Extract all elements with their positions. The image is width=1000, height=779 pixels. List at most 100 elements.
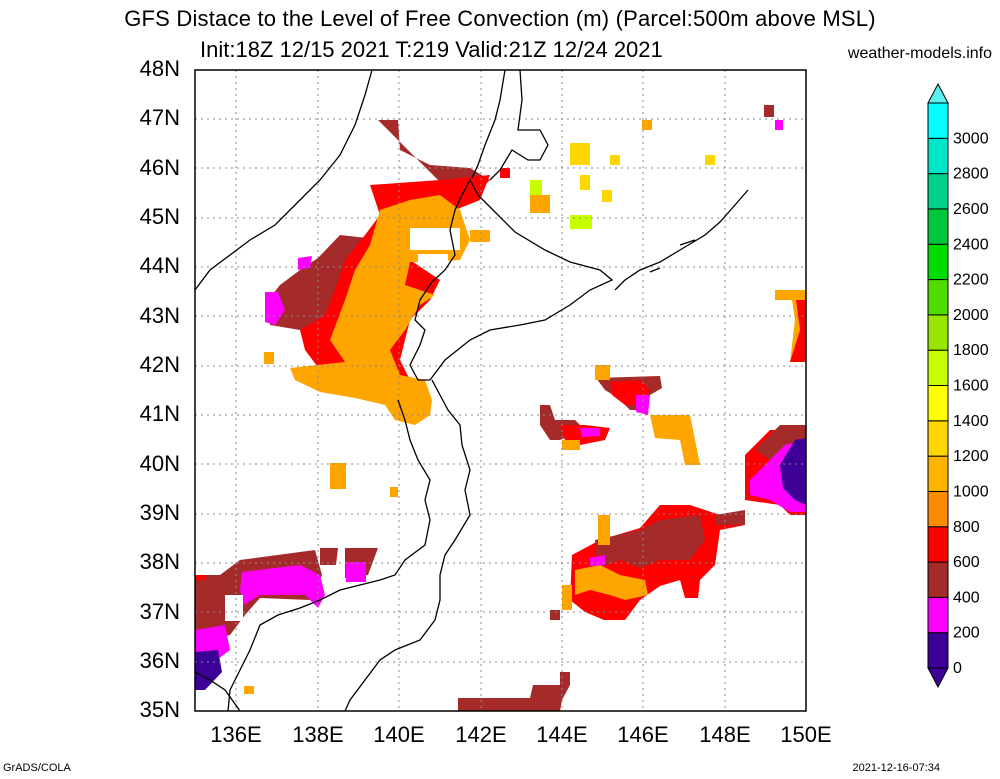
coastline-honshu (227, 379, 471, 711)
field-region (580, 175, 590, 190)
field-region (595, 515, 705, 568)
colorbar-level-label: 600 (953, 554, 980, 571)
field-region (780, 438, 806, 505)
field-region (268, 120, 490, 330)
colorbar-overflow-arrow (927, 82, 949, 104)
coastline-asia (195, 70, 373, 291)
lat-label: 36N (139, 648, 180, 673)
colorbar-level-label: 3000 (953, 130, 989, 147)
lat-label: 41N (139, 401, 180, 426)
field-region (298, 256, 312, 270)
lon-label: 144E (536, 722, 588, 747)
colorbar-swatch (927, 455, 949, 492)
field-region (418, 254, 448, 262)
colorbar-swatch (927, 385, 949, 422)
colorbar-swatch (927, 137, 949, 175)
field-region (755, 425, 806, 460)
lon-label: 148E (699, 722, 751, 747)
colorbar-swatch (927, 632, 949, 669)
field-region (650, 415, 700, 465)
lon-label: 140E (373, 722, 425, 747)
lat-label: 47N (139, 105, 180, 130)
field-region (390, 487, 398, 497)
field-region (562, 440, 580, 450)
colorbar-swatch (927, 243, 949, 281)
colorbar: 0 200 400 600 800 1000 1200 1400 1600 1800 2000 220… (927, 82, 989, 689)
field-region (290, 195, 470, 425)
field-region (575, 565, 648, 600)
field-region (590, 555, 605, 566)
field-region (240, 565, 325, 608)
coastlines (195, 70, 749, 711)
field-region (598, 515, 610, 545)
plot-frame (194, 69, 807, 712)
colorbar-level-label: 1000 (953, 483, 989, 500)
colorbar-swatch (927, 314, 949, 351)
lat-label: 45N (139, 204, 180, 229)
colorbar-level-label: 0 (953, 660, 962, 677)
field-region (530, 195, 550, 213)
field-region (225, 595, 243, 621)
lon-label: 146E (617, 722, 669, 747)
field-region (346, 562, 366, 582)
chart-subtitle: Init:18Z 12/15 2021 T:219 Valid:21Z 12/2… (200, 37, 663, 62)
field-region (570, 143, 590, 165)
colorbar-level-label: 2800 (953, 166, 989, 183)
lon-label: 150E (780, 722, 832, 747)
footer-credit: GrADS/COLA (3, 762, 71, 774)
field-region (570, 215, 592, 229)
colorbar-level-label: 400 (953, 589, 980, 606)
colorbar-swatch (927, 490, 949, 528)
field-region (410, 228, 460, 250)
lat-label: 44N (139, 253, 180, 278)
lon-label: 138E (292, 722, 344, 747)
footer-timestamp: 2021-12-16-07:34 (852, 762, 940, 774)
lat-label: 35N (139, 697, 180, 722)
colorbar-swatch (927, 102, 949, 139)
lat-label: 46N (139, 155, 180, 180)
colorbar-swatch (927, 596, 949, 634)
field-region (265, 292, 285, 325)
field-region (458, 672, 570, 711)
lat-label: 42N (139, 352, 180, 377)
field-region (636, 395, 650, 415)
field-region (320, 548, 338, 565)
field-region (244, 686, 254, 694)
colorbar-swatch (927, 526, 949, 563)
colorbar-level-label: 2600 (953, 201, 989, 218)
field-region (195, 575, 205, 580)
coastline-hokkaido (409, 178, 614, 381)
lat-label: 40N (139, 451, 180, 476)
lat-label: 38N (139, 549, 180, 574)
field-region (764, 105, 774, 117)
colorbar-level-label: 800 (953, 519, 980, 536)
colorbar-level-label: 2400 (953, 236, 989, 253)
lat-label: 48N (139, 56, 180, 81)
colorbar-level-label: 1800 (953, 342, 989, 359)
colorbar-level-label: 1600 (953, 378, 989, 395)
colorbar-underflow-arrow (927, 667, 949, 689)
field-region (595, 365, 610, 380)
field-region (775, 120, 783, 130)
colorbar-swatch (927, 208, 949, 245)
site-credit: weather-models.info (847, 45, 992, 62)
colorbar-swatch (927, 420, 949, 457)
field-region (642, 120, 652, 130)
lon-label: 142E (455, 722, 507, 747)
grid-lines (195, 70, 806, 711)
colorbar-level-label: 200 (953, 625, 980, 642)
colorbar-level-label: 2000 (953, 307, 989, 324)
lat-label: 39N (139, 500, 180, 525)
field-region (330, 463, 346, 489)
chart-title: GFS Distace to the Level of Free Convect… (124, 6, 876, 31)
field-region (610, 155, 620, 165)
coastline-sakhalin (471, 70, 549, 181)
field-region (550, 610, 560, 620)
coastline-kuril (614, 189, 749, 291)
field-region (602, 190, 612, 202)
lat-label: 37N (139, 599, 180, 624)
coastline-kyushu (195, 671, 241, 711)
field-region (195, 650, 222, 690)
colorbar-swatch (927, 279, 949, 316)
